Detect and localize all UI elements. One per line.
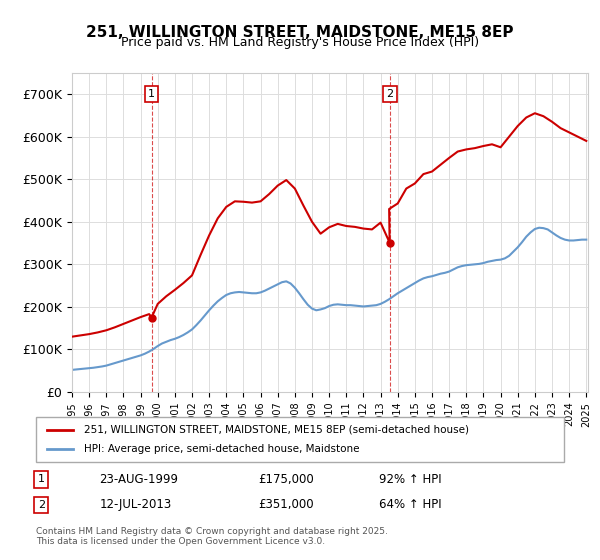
- Text: 92% ↑ HPI: 92% ↑ HPI: [379, 473, 442, 486]
- Text: 23-AUG-1999: 23-AUG-1999: [100, 473, 178, 486]
- FancyBboxPatch shape: [36, 417, 564, 462]
- Text: 2: 2: [386, 89, 393, 99]
- Text: £175,000: £175,000: [258, 473, 314, 486]
- Text: 2: 2: [38, 500, 45, 510]
- Text: HPI: Average price, semi-detached house, Maidstone: HPI: Average price, semi-detached house,…: [83, 445, 359, 455]
- Text: £351,000: £351,000: [258, 498, 313, 511]
- Text: 251, WILLINGTON STREET, MAIDSTONE, ME15 8EP: 251, WILLINGTON STREET, MAIDSTONE, ME15 …: [86, 25, 514, 40]
- Text: 64% ↑ HPI: 64% ↑ HPI: [379, 498, 442, 511]
- Text: Price paid vs. HM Land Registry's House Price Index (HPI): Price paid vs. HM Land Registry's House …: [121, 36, 479, 49]
- Text: Contains HM Land Registry data © Crown copyright and database right 2025.
This d: Contains HM Land Registry data © Crown c…: [36, 526, 388, 546]
- Text: 251, WILLINGTON STREET, MAIDSTONE, ME15 8EP (semi-detached house): 251, WILLINGTON STREET, MAIDSTONE, ME15 …: [83, 424, 469, 435]
- Text: 1: 1: [38, 474, 45, 484]
- Text: 1: 1: [148, 89, 155, 99]
- Text: 12-JUL-2013: 12-JUL-2013: [100, 498, 172, 511]
